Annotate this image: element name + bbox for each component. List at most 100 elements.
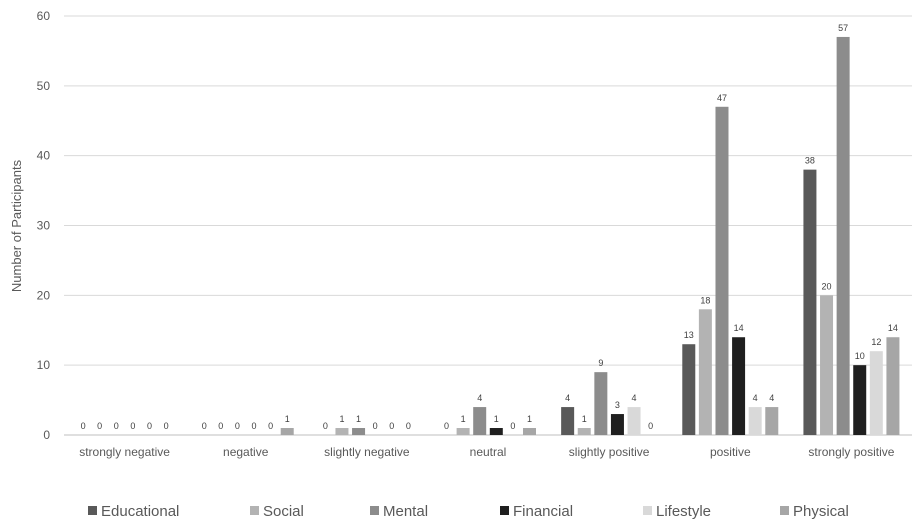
legend: Educational Social Mental Financial Lifestyl… — [88, 503, 849, 519]
bar — [803, 169, 817, 435]
bar — [853, 365, 867, 435]
data-label: 4 — [632, 393, 637, 403]
data-label: 14 — [888, 323, 898, 333]
y-tick-label: 0 — [43, 428, 50, 442]
data-label: 0 — [406, 421, 411, 431]
y-tick-label: 30 — [37, 219, 51, 233]
bar — [523, 428, 536, 435]
bar — [682, 344, 696, 435]
y-tick-label: 10 — [37, 358, 51, 372]
legend-swatch — [780, 506, 789, 515]
y-axis-label: Number of Participants — [9, 159, 24, 292]
data-label: 0 — [444, 421, 449, 431]
bar — [820, 295, 834, 435]
data-label: 0 — [218, 421, 223, 431]
data-label: 9 — [598, 358, 603, 368]
data-label: 1 — [285, 414, 290, 424]
bar — [627, 407, 641, 435]
bar — [869, 351, 883, 435]
data-label: 1 — [582, 414, 587, 424]
data-label: 0 — [147, 421, 152, 431]
bar — [732, 337, 746, 435]
y-axis-ticks: 0 10 20 30 40 50 60 — [37, 9, 51, 442]
bars — [280, 36, 900, 436]
bar — [765, 407, 779, 435]
bar — [610, 414, 624, 435]
x-category-label: slightly positive — [569, 445, 650, 459]
data-label: 0 — [235, 421, 240, 431]
x-category-label: negative — [223, 445, 269, 459]
y-tick-label: 20 — [37, 288, 51, 302]
legend-label: Physical — [793, 503, 849, 519]
x-category-label: strongly negative — [79, 445, 170, 459]
legend-swatch — [250, 506, 259, 515]
legend-label: Financial — [513, 503, 573, 519]
bar — [473, 407, 487, 435]
data-label: 57 — [838, 23, 848, 33]
gridlines — [64, 15, 912, 436]
bar — [836, 36, 850, 435]
data-label: 4 — [753, 393, 758, 403]
data-label: 0 — [202, 421, 207, 431]
data-label: 0 — [373, 421, 378, 431]
data-label: 1 — [356, 414, 361, 424]
data-label: 0 — [130, 421, 135, 431]
data-label: 13 — [684, 330, 694, 340]
data-label: 1 — [461, 414, 466, 424]
data-label: 38 — [805, 156, 815, 166]
legend-swatch — [643, 506, 652, 515]
bar — [748, 407, 762, 435]
data-label: 3 — [615, 400, 620, 410]
legend-label: Mental — [383, 503, 428, 519]
x-category-label: slightly negative — [324, 445, 410, 459]
x-category-label: strongly positive — [808, 445, 894, 459]
x-category-label: positive — [710, 445, 751, 459]
legend-label: Educational — [101, 503, 179, 519]
bar — [577, 428, 591, 435]
bar — [352, 428, 366, 435]
data-label: 14 — [734, 323, 744, 333]
legend-label: Social — [263, 503, 304, 519]
data-label: 47 — [717, 93, 727, 103]
bar — [561, 407, 575, 435]
data-label: 1 — [527, 414, 532, 424]
data-label: 0 — [114, 421, 119, 431]
y-tick-label: 40 — [37, 149, 51, 163]
data-label: 0 — [510, 421, 515, 431]
data-label: 0 — [97, 421, 102, 431]
data-label: 0 — [268, 421, 273, 431]
y-tick-label: 50 — [37, 79, 51, 93]
data-label: 10 — [855, 351, 865, 361]
bar — [456, 428, 470, 435]
bar — [594, 372, 608, 435]
bar — [715, 106, 729, 436]
data-label: 18 — [700, 295, 710, 305]
data-label: 1 — [494, 414, 499, 424]
data-label: 4 — [565, 393, 570, 403]
data-label: 0 — [389, 421, 394, 431]
data-label: 4 — [769, 393, 774, 403]
data-label: 1 — [339, 414, 344, 424]
legend-label: Lifestyle — [656, 503, 711, 519]
bar — [280, 428, 294, 435]
bar — [698, 309, 712, 435]
data-label: 0 — [252, 421, 257, 431]
bar — [489, 428, 503, 435]
data-label: 12 — [871, 337, 881, 347]
y-tick-label: 60 — [37, 9, 51, 23]
data-label: 20 — [822, 281, 832, 291]
data-label: 0 — [323, 421, 328, 431]
x-axis-categories: strongly negative negative slightly negati… — [79, 445, 895, 459]
bar — [886, 337, 900, 435]
legend-swatch — [370, 506, 379, 515]
legend-swatch — [88, 506, 97, 515]
data-label: 4 — [477, 393, 482, 403]
data-label: 0 — [648, 421, 653, 431]
data-label: 0 — [81, 421, 86, 431]
data-label: 0 — [164, 421, 169, 431]
bar — [335, 428, 349, 435]
x-category-label: neutral — [470, 445, 507, 459]
legend-swatch — [500, 506, 509, 515]
